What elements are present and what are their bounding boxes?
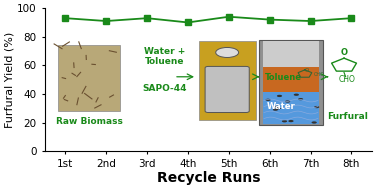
Text: Water: Water xyxy=(267,102,296,111)
Circle shape xyxy=(285,100,290,103)
Text: Water +
Toluene: Water + Toluene xyxy=(144,47,185,67)
FancyBboxPatch shape xyxy=(58,45,120,111)
Circle shape xyxy=(288,120,294,122)
Circle shape xyxy=(277,95,282,97)
FancyBboxPatch shape xyxy=(263,67,319,93)
Circle shape xyxy=(265,99,271,101)
Circle shape xyxy=(282,120,287,122)
Text: CHO: CHO xyxy=(339,75,356,84)
Circle shape xyxy=(298,98,303,100)
Text: SAPO-44: SAPO-44 xyxy=(142,84,186,93)
Circle shape xyxy=(273,108,278,111)
Text: O: O xyxy=(305,68,309,73)
Text: CHO: CHO xyxy=(314,72,324,77)
Text: Furfural: Furfural xyxy=(327,112,368,121)
Circle shape xyxy=(312,121,317,124)
Circle shape xyxy=(216,47,239,57)
FancyBboxPatch shape xyxy=(263,41,319,67)
Text: Raw Biomass: Raw Biomass xyxy=(56,117,123,126)
Text: O: O xyxy=(341,48,347,57)
Circle shape xyxy=(274,106,279,108)
FancyBboxPatch shape xyxy=(205,66,249,112)
FancyBboxPatch shape xyxy=(199,41,256,120)
FancyBboxPatch shape xyxy=(259,40,323,125)
Text: Toluene: Toluene xyxy=(265,73,302,82)
Circle shape xyxy=(294,94,299,96)
FancyBboxPatch shape xyxy=(263,92,319,124)
X-axis label: Recycle Runs: Recycle Runs xyxy=(157,171,260,185)
Circle shape xyxy=(276,107,281,109)
Y-axis label: Furfural Yield (%): Furfural Yield (%) xyxy=(4,32,14,128)
Circle shape xyxy=(314,106,319,108)
